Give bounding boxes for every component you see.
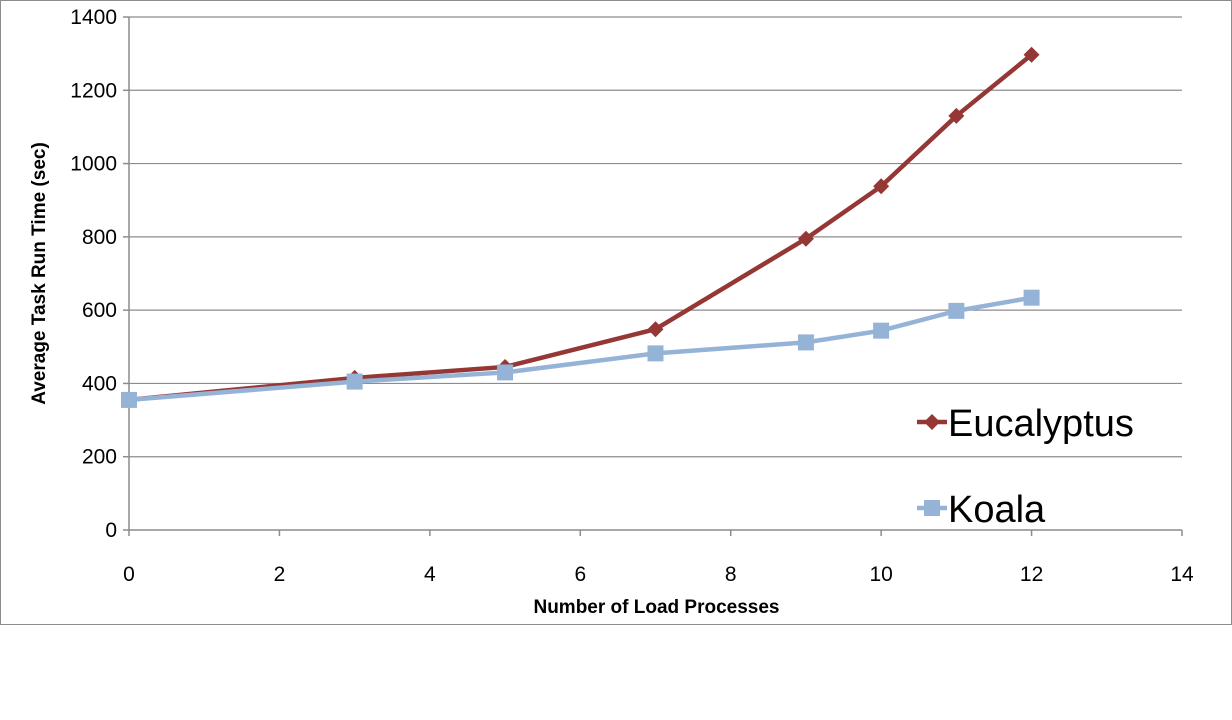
y-tick-label-1000: 1000 (70, 153, 117, 176)
x-tick-label-8: 8 (725, 563, 737, 586)
data-point-eucalyptus-6 (948, 107, 965, 124)
data-point-eucalyptus-7 (1023, 46, 1040, 63)
data-point-koala-3 (647, 345, 664, 362)
y-tick-label-1200: 1200 (70, 79, 117, 102)
legend-label-koala: Koala (948, 489, 1046, 531)
axes (123, 16, 1183, 536)
data-point-koala-4 (797, 334, 814, 351)
x-tick-label-10: 10 (869, 563, 892, 586)
legend-label-eucalyptus: Eucalyptus (948, 403, 1134, 445)
x-tick-label-2: 2 (274, 563, 286, 586)
data-point-koala-5 (873, 322, 890, 339)
data-point-eucalyptus-3 (647, 321, 664, 338)
x-tick-label-4: 4 (424, 563, 436, 586)
y-tick-label-600: 600 (82, 299, 117, 322)
data-point-koala-1 (346, 373, 363, 390)
y-axis-title: Average Task Run Time (sec) (29, 142, 50, 405)
x-tick-label-14: 14 (1170, 563, 1194, 586)
data-point-koala-7 (1023, 289, 1040, 306)
legend-item-koala: Koala (917, 489, 1046, 531)
data-point-eucalyptus-5 (873, 178, 890, 195)
data-point-koala-2 (497, 364, 514, 381)
y-tick-label-1400: 1400 (70, 6, 117, 29)
legend-item-eucalyptus: Eucalyptus (917, 403, 1134, 445)
data-point-koala-0 (121, 391, 137, 408)
legend: Eucalyptus Koala (917, 403, 1134, 531)
data-point-eucalyptus-4 (797, 230, 814, 247)
y-tick-label-800: 800 (82, 226, 117, 249)
x-axis-title: Number of Load Processes (533, 597, 779, 618)
tick-labels: 0 200 400 600 800 1000 1200 1400 0 2 4 6 8 10 12 14 (70, 6, 1194, 586)
y-tick-label-0: 0 (105, 519, 117, 542)
legend-marker-eucalyptus (924, 414, 940, 430)
y-tick-label-200: 200 (82, 446, 117, 469)
x-tick-label-6: 6 (574, 563, 586, 586)
data-series (121, 46, 1040, 408)
grid-lines (129, 16, 1182, 458)
series-koala (121, 289, 1040, 408)
line-chart: 0 200 400 600 800 1000 1200 1400 0 2 4 6 8 10 12 14 Euc… (29, 6, 1194, 618)
x-tick-label-12: 12 (1020, 563, 1043, 586)
series-eucalyptus (121, 46, 1040, 408)
legend-marker-koala (924, 500, 940, 516)
y-tick-label-400: 400 (82, 372, 117, 395)
x-tick-label-0: 0 (123, 563, 135, 586)
data-point-koala-6 (948, 302, 965, 319)
chart-container: 0 200 400 600 800 1000 1200 1400 0 2 4 6 8 10 12 14 Euc… (0, 0, 1232, 625)
series-line-koala (126, 295, 1034, 403)
series-line-eucalyptus (126, 52, 1034, 403)
